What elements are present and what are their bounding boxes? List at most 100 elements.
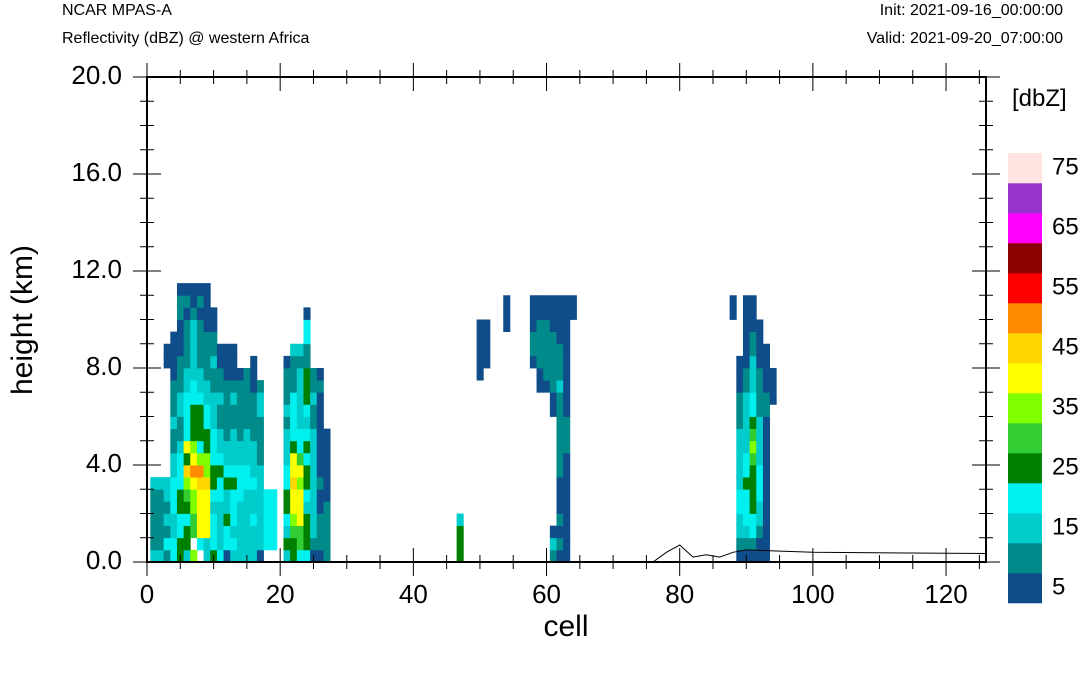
reflectivity-cell xyxy=(749,489,757,502)
reflectivity-cell xyxy=(210,525,218,539)
reflectivity-cell xyxy=(223,525,231,539)
reflectivity-cell xyxy=(236,392,244,405)
reflectivity-cell xyxy=(190,392,198,405)
reflectivity-cell xyxy=(203,537,211,551)
reflectivity-cell xyxy=(756,501,764,514)
reflectivity-cell xyxy=(549,319,557,333)
reflectivity-cell xyxy=(236,489,244,502)
reflectivity-cell xyxy=(170,343,178,357)
reflectivity-cell xyxy=(742,380,751,393)
reflectivity-cell xyxy=(183,416,191,430)
reflectivity-cell xyxy=(170,452,178,466)
reflectivity-cell xyxy=(196,501,204,514)
reflectivity-cell xyxy=(296,440,304,454)
reflectivity-cell xyxy=(170,513,178,527)
reflectivity-cell xyxy=(190,307,198,320)
reflectivity-cell xyxy=(736,428,744,442)
x-tick-label: 40 xyxy=(399,579,428,609)
colorbar-swatch xyxy=(1008,543,1042,574)
reflectivity-cell xyxy=(183,295,191,308)
reflectivity-cell xyxy=(196,489,204,502)
reflectivity-cell xyxy=(150,549,158,563)
reflectivity-cell xyxy=(296,537,304,551)
reflectivity-cell xyxy=(736,440,744,454)
reflectivity-cell xyxy=(183,525,191,539)
reflectivity-cell xyxy=(223,477,231,490)
reflectivity-cell xyxy=(290,501,298,514)
reflectivity-cell xyxy=(170,331,178,345)
reflectivity-cell xyxy=(183,404,191,417)
reflectivity-cell xyxy=(283,549,291,563)
reflectivity-cell xyxy=(263,501,271,514)
reflectivity-cell xyxy=(216,404,224,417)
reflectivity-cell xyxy=(556,307,564,320)
reflectivity-cell xyxy=(563,416,571,430)
reflectivity-cell xyxy=(183,428,191,442)
reflectivity-cell xyxy=(243,477,251,490)
reflectivity-cell xyxy=(216,380,224,393)
reflectivity-cell xyxy=(742,465,751,478)
reflectivity-cell xyxy=(156,549,165,563)
reflectivity-cell xyxy=(729,295,737,308)
y-tick-label: 12.0 xyxy=(71,254,122,284)
reflectivity-cell xyxy=(223,452,231,466)
colorbar-label: 5 xyxy=(1052,573,1065,600)
reflectivity-cell xyxy=(556,452,564,466)
reflectivity-cell xyxy=(163,513,171,527)
reflectivity-cell xyxy=(203,416,211,430)
reflectivity-cell xyxy=(256,380,264,393)
reflectivity-cell xyxy=(563,477,571,490)
reflectivity-cell xyxy=(223,501,231,514)
reflectivity-cell xyxy=(270,513,278,527)
reflectivity-cell xyxy=(176,465,185,478)
reflectivity-cell xyxy=(456,537,464,551)
colorbar-swatch xyxy=(1008,573,1042,604)
reflectivity-cell xyxy=(223,537,231,551)
reflectivity-cell xyxy=(736,489,744,502)
reflectivity-cell xyxy=(210,319,218,333)
reflectivity-cell xyxy=(263,525,271,539)
reflectivity-cell xyxy=(150,489,158,502)
reflectivity-cell xyxy=(210,428,218,442)
reflectivity-cell xyxy=(203,440,211,454)
reflectivity-cell xyxy=(216,440,224,454)
reflectivity-cell xyxy=(170,392,178,405)
reflectivity-cell xyxy=(196,380,204,393)
reflectivity-cell xyxy=(203,343,211,357)
reflectivity-cell xyxy=(216,355,224,369)
reflectivity-cell xyxy=(203,501,211,514)
reflectivity-cell xyxy=(563,380,571,393)
reflectivity-cell xyxy=(316,513,324,527)
reflectivity-cell xyxy=(303,307,311,320)
reflectivity-cell xyxy=(203,380,211,393)
reflectivity-cell xyxy=(263,489,271,502)
reflectivity-cell xyxy=(176,537,185,551)
reflectivity-cell xyxy=(296,355,304,369)
reflectivity-cell xyxy=(256,465,264,478)
reflectivity-cell xyxy=(563,343,571,357)
reflectivity-cell xyxy=(563,392,571,405)
reflectivity-cell xyxy=(549,525,557,539)
reflectivity-cell xyxy=(769,392,777,405)
reflectivity-cell xyxy=(483,343,491,357)
reflectivity-cell xyxy=(216,416,224,430)
reflectivity-cell xyxy=(549,343,557,357)
reflectivity-cell xyxy=(190,428,198,442)
reflectivity-cell xyxy=(230,452,238,466)
reflectivity-cell xyxy=(190,440,198,454)
reflectivity-cell xyxy=(316,525,324,539)
reflectivity-cell xyxy=(323,477,331,490)
reflectivity-cell xyxy=(310,392,318,405)
reflectivity-cell xyxy=(310,368,318,381)
reflectivity-cell xyxy=(310,537,318,551)
reflectivity-cell xyxy=(196,404,204,417)
reflectivity-cell xyxy=(756,368,764,381)
reflectivity-cell xyxy=(270,501,278,514)
reflectivity-cell xyxy=(543,380,551,393)
reflectivity-cell xyxy=(210,440,218,454)
reflectivity-cell xyxy=(283,489,291,502)
reflectivity-cell xyxy=(549,404,557,417)
reflectivity-cell xyxy=(176,307,185,320)
reflectivity-cell xyxy=(296,416,304,430)
reflectivity-cell xyxy=(170,368,178,381)
